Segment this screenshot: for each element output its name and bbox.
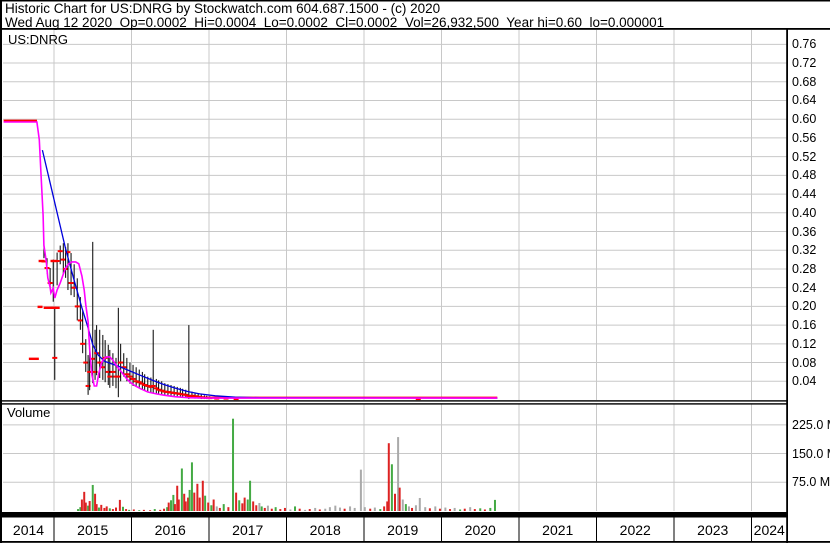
ma-fast-line [3,121,498,399]
quote-summary-line: Wed Aug 12 2020 Op=0.0002 Hi=0.0004 Lo=0… [5,14,665,30]
gridlines [3,30,787,511]
volume-pane-label: Volume [7,405,51,420]
symbol-label: US:DNRG [8,32,68,47]
chart-header: Historic Chart for US:DNRG by Stockwatch… [5,2,664,29]
volume-bars [77,418,496,511]
ma-slow-line [41,149,498,399]
close-line [3,119,498,399]
chart-title-line: Historic Chart for US:DNRG by Stockwatch… [5,1,441,16]
